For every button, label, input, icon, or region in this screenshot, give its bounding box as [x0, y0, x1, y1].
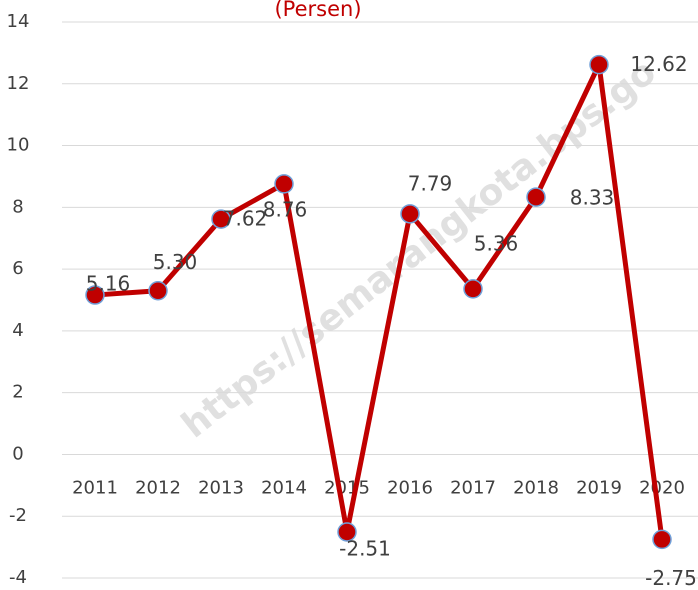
- y-tick-label: -2: [9, 505, 27, 526]
- data-label: -2.51: [339, 536, 391, 560]
- data-label: -2.75: [645, 566, 697, 590]
- y-tick-label: 14: [7, 11, 30, 32]
- x-tick-label: 2015: [324, 477, 370, 498]
- y-tick-label: 0: [12, 443, 23, 464]
- x-tick-label: 2020: [639, 477, 685, 498]
- data-label: 8.76: [263, 197, 308, 221]
- point: [400, 204, 420, 224]
- data-label: 8.33: [570, 186, 615, 210]
- point: [211, 209, 231, 229]
- point: [526, 187, 546, 207]
- point: [274, 174, 294, 194]
- y-tick-label: 2: [12, 382, 23, 403]
- x-tick-label: 2013: [198, 477, 244, 498]
- point: [148, 280, 168, 301]
- chart-title: (Persen): [274, 0, 361, 21]
- x-tick-label: 2011: [72, 477, 118, 498]
- point: [652, 529, 672, 550]
- data-label: 5.36: [474, 231, 519, 255]
- watermark: https://semarangkota.bps.go: [174, 51, 663, 446]
- data-label: 12.62: [630, 52, 687, 76]
- x-tick-label: 2012: [135, 477, 181, 498]
- y-tick-label: 6: [12, 258, 23, 279]
- data-label: 5.30: [153, 250, 198, 274]
- y-tick-label: -4: [9, 567, 27, 588]
- series-line: [94, 62, 665, 540]
- y-tick-label: 4: [12, 320, 23, 341]
- y-tick-label: 12: [7, 73, 30, 94]
- data-label: 7.79: [408, 171, 453, 195]
- y-tick-label: 8: [12, 196, 23, 217]
- x-tick-label: 2017: [450, 477, 496, 498]
- point: [463, 279, 483, 299]
- point: [589, 54, 609, 75]
- point: [337, 522, 357, 542]
- y-tick-label: 10: [7, 135, 30, 156]
- x-tick-label: 2014: [261, 477, 307, 498]
- point: [85, 285, 105, 305]
- x-tick-label: 2016: [387, 477, 433, 498]
- x-tick-label: 2019: [576, 477, 622, 498]
- x-tick-label: 2018: [513, 477, 559, 498]
- data-label: 5.16: [86, 272, 131, 296]
- data-label: 7.62: [223, 207, 268, 231]
